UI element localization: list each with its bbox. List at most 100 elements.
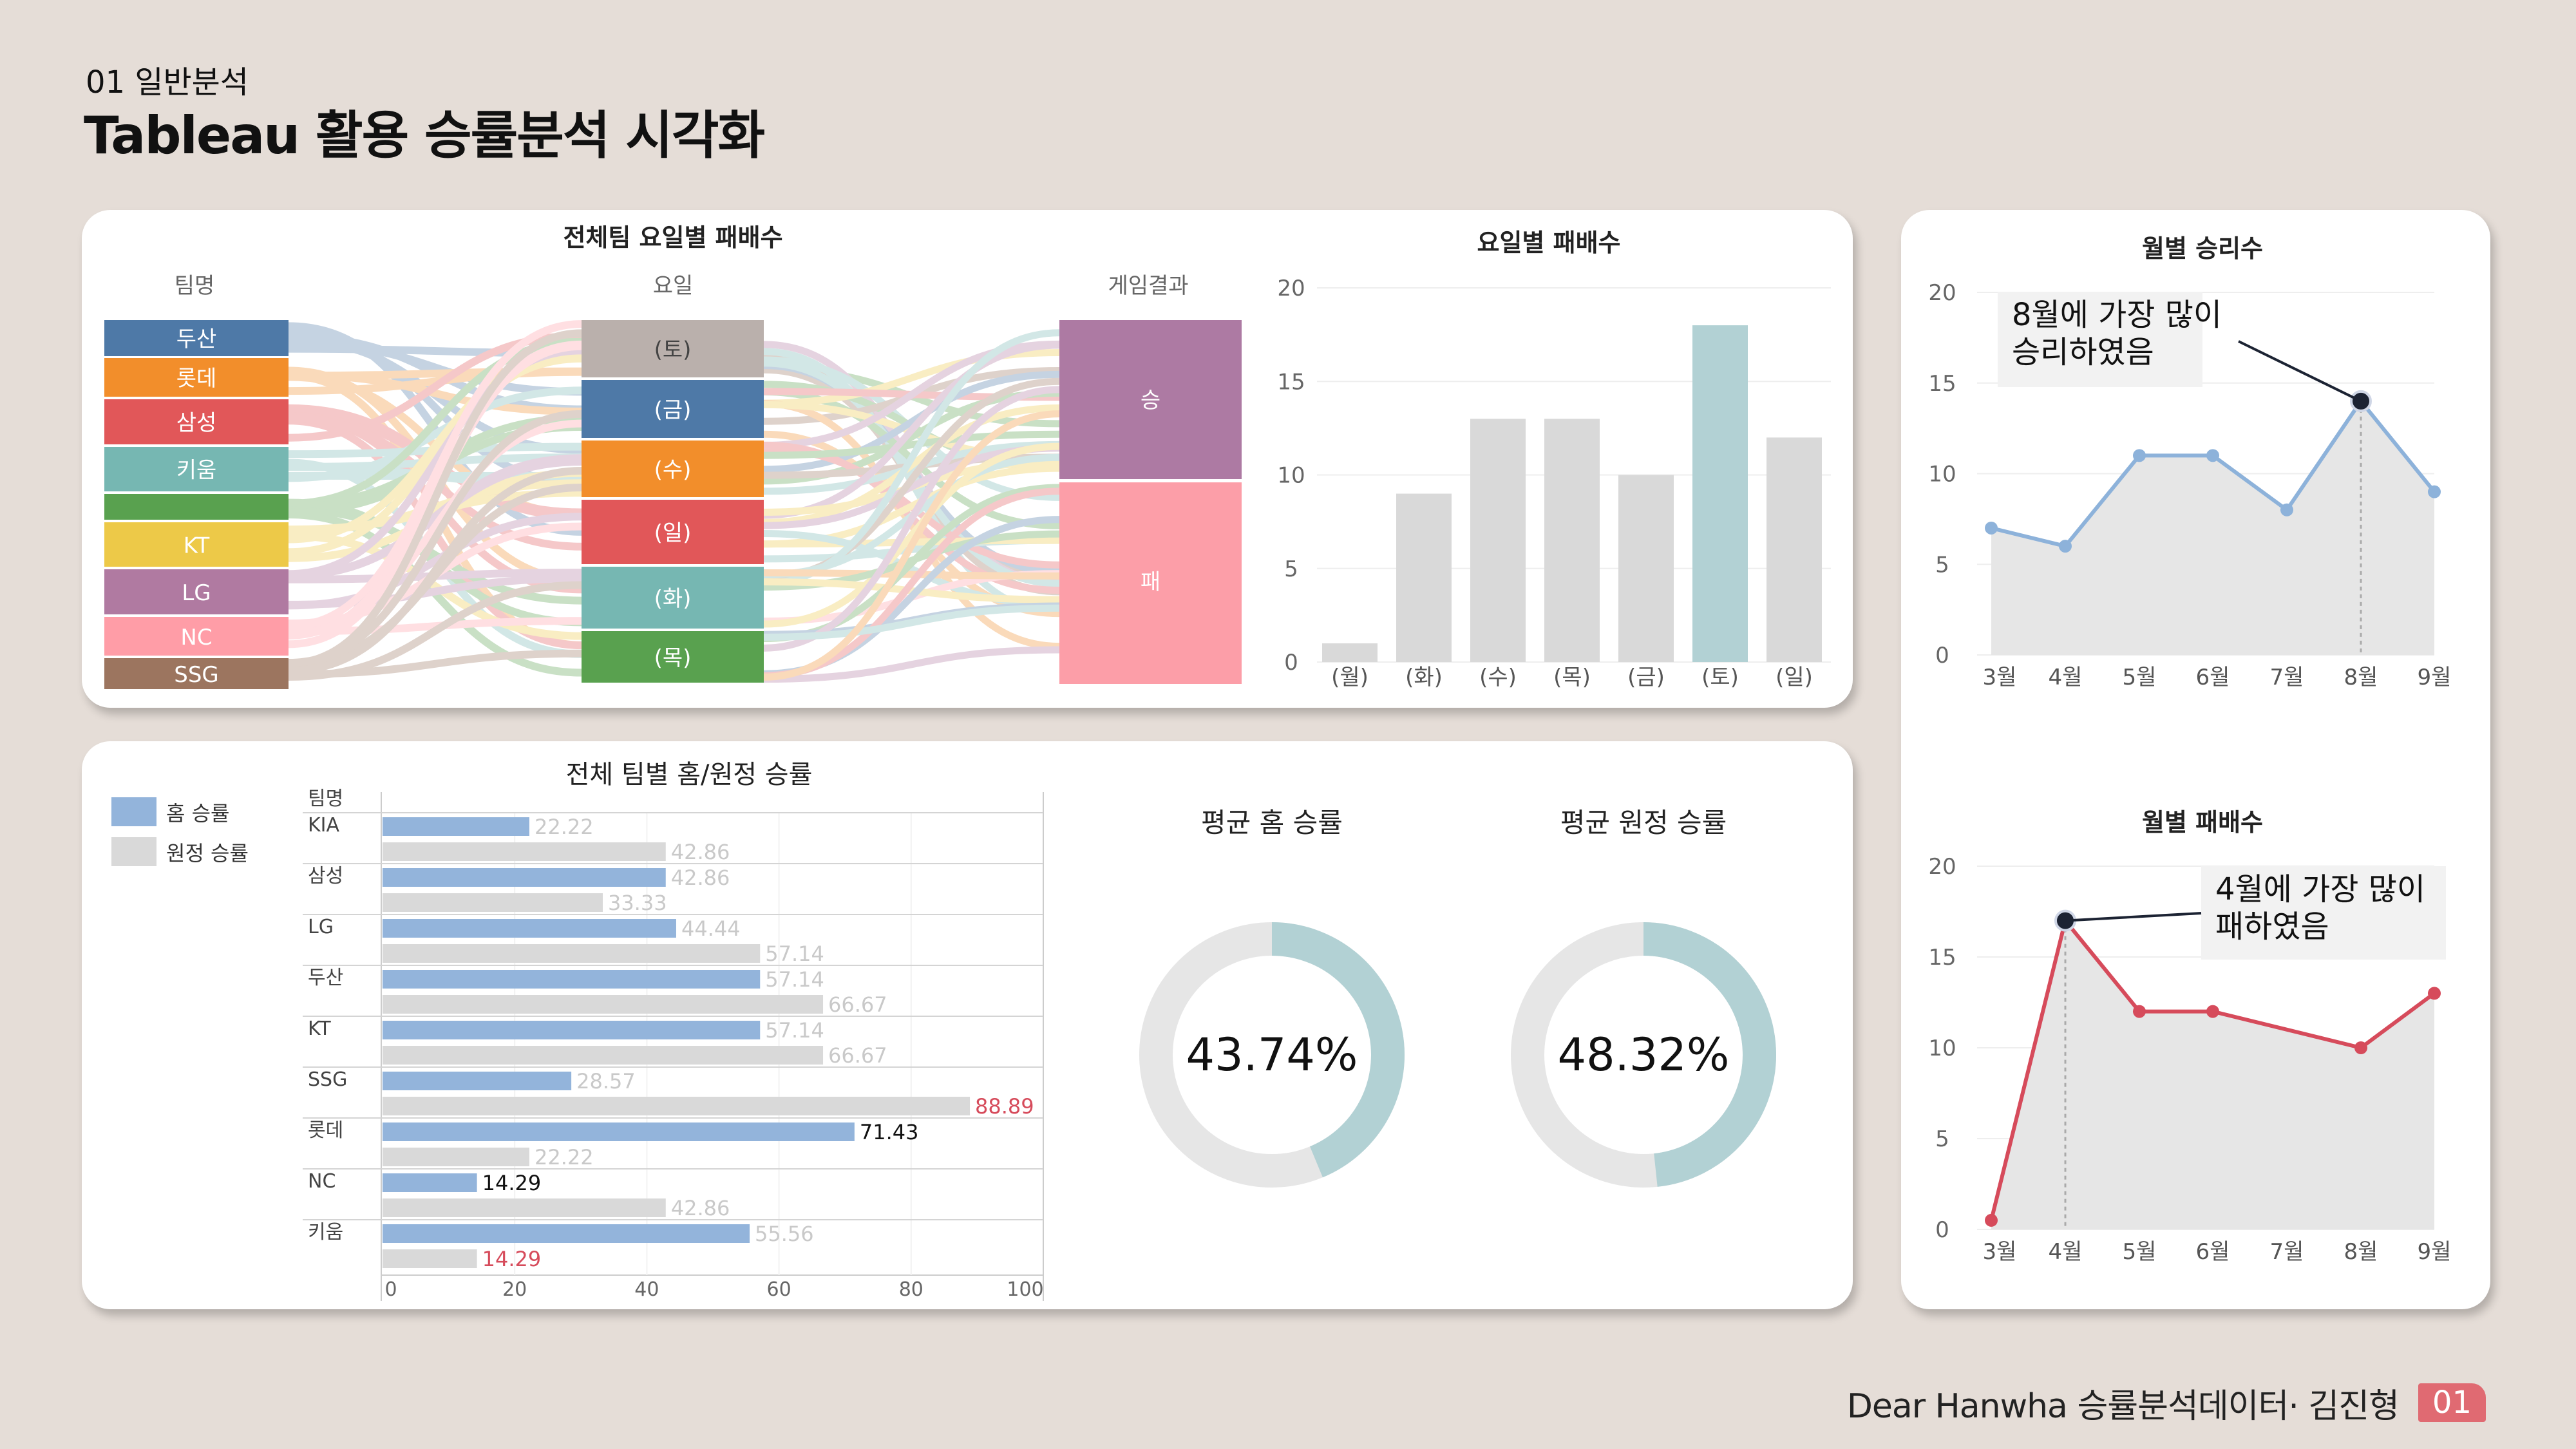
x-tick-label: 8월 <box>2344 1239 2378 1265</box>
x-tick-label: (토) <box>1701 665 1739 690</box>
sankey-link <box>763 484 1060 643</box>
sankey-link <box>763 441 1060 594</box>
sankey-link <box>288 522 582 628</box>
x-tick-label: 5월 <box>2123 1239 2157 1265</box>
x-tick-label: (화) <box>1405 665 1443 690</box>
sankey-team-node <box>104 358 289 397</box>
column-header: 팀명 <box>175 273 215 299</box>
y-tick-label: 0 <box>1284 650 1298 676</box>
sankey-link <box>288 505 582 605</box>
away-value-label: 14.29 <box>482 1247 542 1271</box>
sankey-link <box>288 453 582 471</box>
sankey-link <box>763 386 1060 652</box>
sankey-link <box>763 430 1060 618</box>
home-bar <box>383 970 761 989</box>
sankey-link <box>763 410 1060 681</box>
sankey-link <box>288 414 582 509</box>
data-point <box>1985 521 1998 535</box>
sankey-link <box>288 574 582 609</box>
annotation-text: 8월에 가장 많이 <box>2012 297 2222 333</box>
sankey-link <box>288 463 582 489</box>
row-label: 삼성 <box>308 865 343 887</box>
home-bar <box>383 1122 855 1141</box>
x-tick-label: 60 <box>767 1278 791 1301</box>
sankey-link <box>288 322 582 536</box>
sankey-link <box>763 377 1060 582</box>
away-value-label: 42.86 <box>671 840 730 864</box>
sankey-link <box>763 604 1060 641</box>
donut-center-label: 43.74% <box>1186 1028 1358 1081</box>
home-value-label: 42.86 <box>671 866 730 890</box>
data-point <box>2428 485 2441 498</box>
sankey-link <box>288 479 582 535</box>
x-tick-label: 0 <box>384 1278 397 1301</box>
annotation-text: 4월에 가장 많이 <box>2215 871 2425 907</box>
sankey-link <box>288 581 582 681</box>
sankey-link <box>288 532 582 640</box>
away-value-label: 22.22 <box>535 1145 594 1170</box>
away-bar <box>383 1046 824 1065</box>
column-header: 요일 <box>653 273 694 299</box>
sankey-team-label: 두산 <box>176 327 217 352</box>
series-line <box>1989 916 2436 1221</box>
sankey-link <box>763 578 1060 603</box>
sankey-link <box>288 498 582 627</box>
area-fill <box>1991 920 2434 1229</box>
chart-title: 월별 승리수 <box>2142 234 2263 263</box>
legend-label: 원정 승률 <box>166 841 249 866</box>
sankey-link <box>763 356 1060 501</box>
sankey-day-node <box>582 380 764 438</box>
home-bar <box>383 1021 761 1039</box>
x-tick-label: (금) <box>1627 665 1665 690</box>
data-point <box>2206 449 2219 462</box>
sankey-link <box>288 340 582 639</box>
sankey-link <box>288 332 582 442</box>
sankey-link <box>763 367 1060 425</box>
sankey-link <box>288 459 582 658</box>
sankey-link <box>288 469 582 562</box>
home-value-label: 14.29 <box>482 1171 542 1195</box>
x-tick-label: 5월 <box>2123 665 2157 690</box>
sankey-day-label: (토) <box>654 337 692 363</box>
sankey-links <box>288 320 1060 683</box>
sankey-link <box>763 488 1060 679</box>
annotation-text: 승리하였음 <box>2012 334 2154 370</box>
sankey-link <box>763 362 1060 576</box>
sankey-link <box>288 386 582 482</box>
chart-title: 전체 팀별 홈/원정 승률 <box>566 760 813 790</box>
sankey-link <box>763 459 1060 516</box>
sankey-link <box>763 569 1060 580</box>
sankey-link <box>763 370 1060 473</box>
sankey-link <box>763 464 1060 548</box>
sankey-link <box>288 412 582 516</box>
legend-label: 홈 승률 <box>166 801 230 826</box>
column-header: 게임결과 <box>1108 273 1188 299</box>
data-point <box>2206 1005 2219 1018</box>
away-value-label: 33.33 <box>608 891 667 915</box>
sankey-day-node <box>582 567 764 629</box>
sankey-link <box>763 354 1060 579</box>
x-tick-label: 4월 <box>2049 665 2083 690</box>
bar <box>1322 643 1378 662</box>
sankey-team-label: LG <box>182 580 211 606</box>
away-value-label: 66.67 <box>828 1043 887 1068</box>
y-tick-label: 10 <box>1928 1036 1956 1061</box>
sankey-link <box>763 400 1060 650</box>
x-tick-label: 3월 <box>1983 1239 2017 1265</box>
sankey-link <box>288 328 582 487</box>
sankey-link <box>763 388 1060 529</box>
sankey-link <box>288 342 582 649</box>
home-bar <box>383 1072 572 1090</box>
sankey-link <box>288 454 582 580</box>
bar <box>1396 493 1452 662</box>
sankey-link <box>288 367 582 380</box>
bar <box>1544 419 1600 662</box>
x-tick-label: (월) <box>1331 665 1368 690</box>
page-title: Tableau 활용 승률분석 시각화 <box>84 106 765 166</box>
sankey-link <box>763 442 1060 628</box>
sankey-link <box>763 445 1060 569</box>
away-bar <box>383 1148 529 1166</box>
donut-value-arc <box>1643 922 1776 1187</box>
sankey-link <box>288 442 582 459</box>
